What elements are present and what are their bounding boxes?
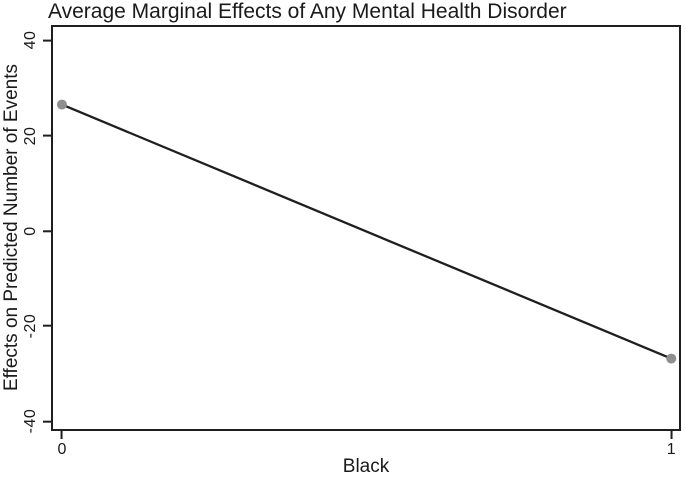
y-tick-mark	[43, 134, 51, 137]
data-point-marker	[666, 353, 677, 364]
x-tick-label: 0	[57, 441, 67, 458]
y-axis-tick: -20	[0, 313, 51, 339]
x-axis-title: Black	[342, 456, 390, 477]
y-tick-mark	[43, 420, 51, 423]
plot-area	[51, 25, 681, 431]
x-tick-mark	[60, 431, 63, 439]
y-tick-mark	[43, 325, 51, 328]
y-tick-label: 40	[22, 30, 39, 50]
data-point-marker	[56, 99, 67, 110]
chart-title: Average Marginal Effects of Any Mental H…	[48, 0, 567, 23]
x-tick-mark	[670, 431, 673, 439]
y-tick-label: 20	[22, 126, 39, 145]
y-axis-tick: 0	[0, 226, 51, 236]
y-tick-label: -40	[22, 409, 39, 434]
series-line	[61, 103, 672, 360]
y-tick-mark	[43, 39, 51, 42]
y-axis-tick: 20	[0, 126, 51, 145]
x-tick-label: 1	[666, 441, 676, 458]
y-axis-tick: -40	[0, 409, 51, 434]
y-tick-label: -20	[22, 313, 39, 339]
x-axis-tick: 0	[57, 431, 67, 459]
x-axis-tick: 1	[667, 431, 676, 459]
y-axis-tick: 40	[0, 31, 51, 50]
y-tick-label: 0	[22, 226, 39, 236]
line-series-svg	[56, 99, 677, 364]
y-tick-mark	[43, 229, 51, 232]
